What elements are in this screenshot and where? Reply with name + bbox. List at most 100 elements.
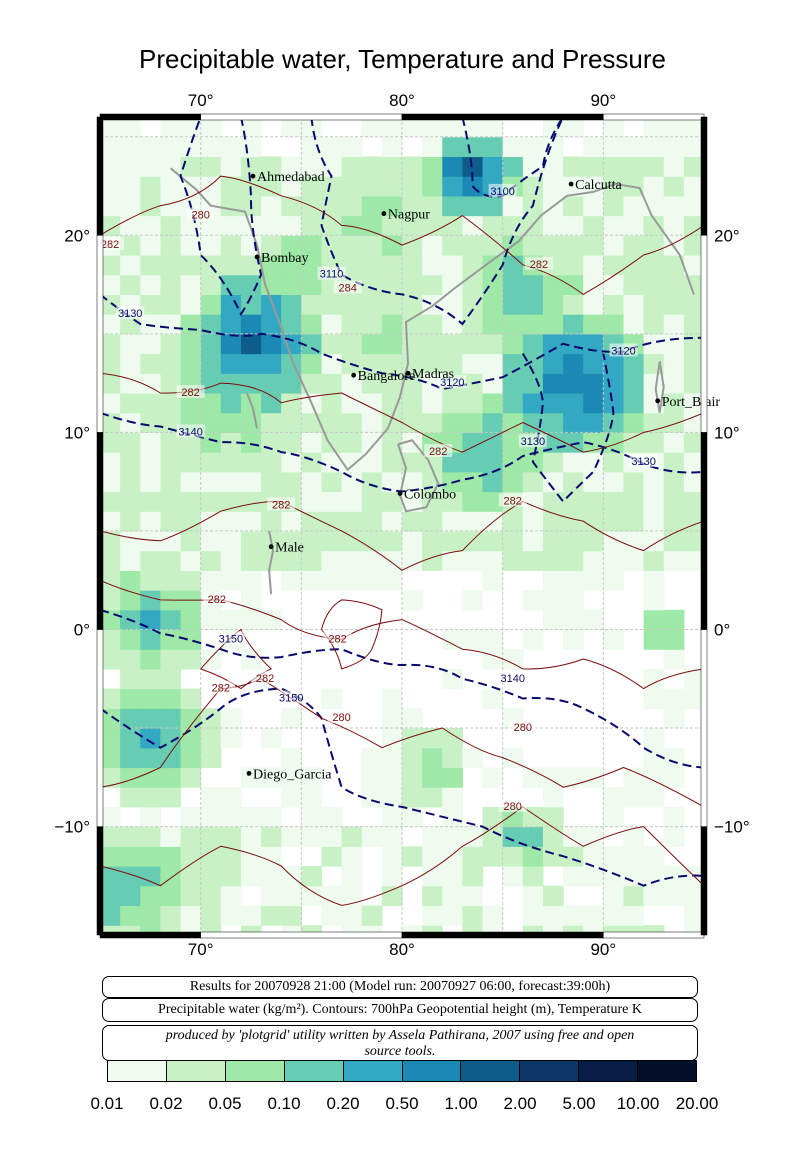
water-cell [120, 314, 141, 335]
water-cell [683, 314, 704, 335]
water-cell [361, 176, 383, 197]
map-frame-checker [96, 113, 708, 939]
water-cell [140, 925, 161, 935]
water-cell [442, 215, 463, 236]
water-cell [522, 590, 544, 611]
water-cell [261, 156, 282, 177]
water-cell [623, 294, 645, 315]
water-cell [140, 747, 161, 769]
water-cell [301, 274, 323, 295]
water-cell [301, 491, 323, 512]
water-cell [180, 471, 202, 493]
water-cell [361, 511, 383, 532]
water-cell [301, 156, 323, 177]
water-cell [160, 649, 182, 670]
water-cell [281, 195, 302, 217]
water-cell [200, 787, 222, 808]
water-cell [140, 274, 161, 295]
color-scale-label: 20.00 [675, 1094, 719, 1113]
water-cell [341, 885, 363, 907]
water-cell [100, 432, 121, 453]
water-cell [301, 866, 323, 887]
water-cell [140, 708, 161, 729]
water-cell [361, 254, 383, 276]
water-cell [160, 767, 182, 788]
height-contour-label: 3130 [116, 306, 145, 320]
water-cell [422, 550, 443, 571]
water-cell [522, 767, 544, 788]
water-cell [381, 471, 403, 493]
svg-text:280: 280 [514, 722, 532, 734]
water-cell [341, 412, 363, 433]
water-cell [583, 373, 604, 394]
water-cell [180, 274, 202, 295]
water-cell [603, 117, 625, 138]
water-cell [462, 294, 484, 315]
water-cell [301, 117, 323, 138]
temperature-contour-label: 280 [498, 798, 527, 813]
water-cell [623, 432, 645, 453]
water-cell [442, 353, 463, 374]
water-cell [140, 156, 161, 177]
water-cell [381, 688, 403, 709]
water-cell [663, 491, 685, 512]
water-cell [120, 747, 141, 769]
water-cell [563, 176, 584, 197]
water-cell [321, 826, 343, 847]
height-contour [521, 352, 615, 503]
longitude-tick-label: 90° [590, 91, 616, 110]
water-cell [220, 511, 242, 532]
water-cell [281, 905, 302, 926]
water-cell [281, 117, 302, 138]
water-cell [643, 885, 665, 907]
water-cell [301, 826, 323, 847]
water-cell [623, 215, 645, 236]
water-cell [663, 826, 685, 847]
water-cell [482, 195, 504, 217]
water-cell [462, 629, 484, 650]
water-cell [542, 570, 564, 591]
water-cell [240, 254, 262, 276]
water-cell [442, 333, 463, 355]
water-cell [361, 826, 383, 847]
height-contour [100, 411, 704, 493]
water-cell [563, 333, 584, 355]
water-cell [643, 294, 665, 315]
water-cell [120, 254, 141, 276]
water-cell [502, 314, 524, 335]
water-cell [240, 432, 262, 453]
water-cell [120, 826, 141, 847]
water-cell [301, 925, 323, 935]
latitude-tick-label: 20° [64, 226, 90, 245]
water-cell [442, 747, 463, 769]
water-cell [261, 195, 282, 217]
water-cell [120, 274, 141, 295]
water-cell [180, 294, 202, 315]
water-cell [261, 609, 282, 631]
water-cell [140, 314, 161, 335]
water-cell [321, 373, 343, 394]
water-cell [120, 530, 141, 552]
water-cell [220, 866, 242, 887]
water-cell [663, 866, 685, 887]
water-cell [482, 491, 504, 512]
water-cell [583, 176, 604, 197]
water-cell [603, 866, 625, 887]
water-cell [643, 491, 665, 512]
height-contour [100, 293, 704, 391]
water-cell [281, 925, 302, 935]
water-cell [502, 452, 524, 473]
water-cell [120, 728, 141, 749]
water-cell [683, 885, 704, 907]
water-cell [281, 885, 302, 907]
water-cell [683, 668, 704, 690]
water-cell [603, 550, 625, 571]
water-cell [643, 412, 665, 433]
height-contour-label: 3150 [216, 631, 245, 645]
water-cell [563, 767, 584, 788]
water-cell [643, 570, 665, 591]
color-scale-label: 1.00 [444, 1094, 478, 1113]
water-cell [220, 195, 242, 217]
water-cell [482, 629, 504, 650]
